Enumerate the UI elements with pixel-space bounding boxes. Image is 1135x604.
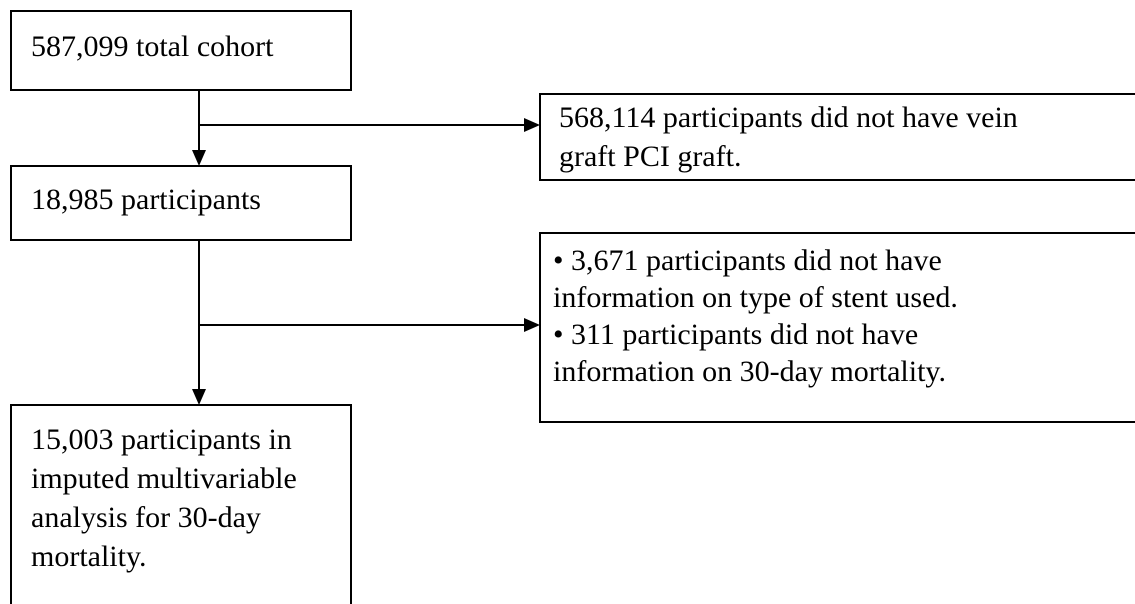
box-total-cohort xyxy=(10,10,352,91)
arrowhead xyxy=(524,318,540,332)
box-excluded-vein-graft xyxy=(539,93,1135,181)
node-text: 15,003 participants in xyxy=(31,423,292,456)
box-excluded-missing-info xyxy=(539,232,1135,423)
node-text: 568,114 participants did not have vein xyxy=(559,101,1018,134)
node-text: • 3,671 participants did not have xyxy=(553,244,942,277)
arrowhead xyxy=(192,150,206,166)
node-text: imputed multivariable xyxy=(31,462,297,495)
node-text: 587,099 total cohort xyxy=(31,30,274,63)
node-text: 18,985 participants xyxy=(31,183,261,216)
labels: 587,099 total cohort 568,114 participants… xyxy=(31,30,1018,573)
arrowhead xyxy=(192,389,206,405)
node-text: graft PCI graft. xyxy=(559,140,741,173)
node-text: • 311 participants did not have xyxy=(553,318,918,351)
arrowhead xyxy=(524,118,540,132)
node-text: information on 30-day mortality. xyxy=(553,355,946,388)
box-participants xyxy=(10,165,352,241)
node-text: information on type of stent used. xyxy=(553,281,958,314)
node-text: mortality. xyxy=(31,540,147,573)
node-text: analysis for 30-day xyxy=(31,501,261,534)
box-final-analysis xyxy=(10,404,352,604)
